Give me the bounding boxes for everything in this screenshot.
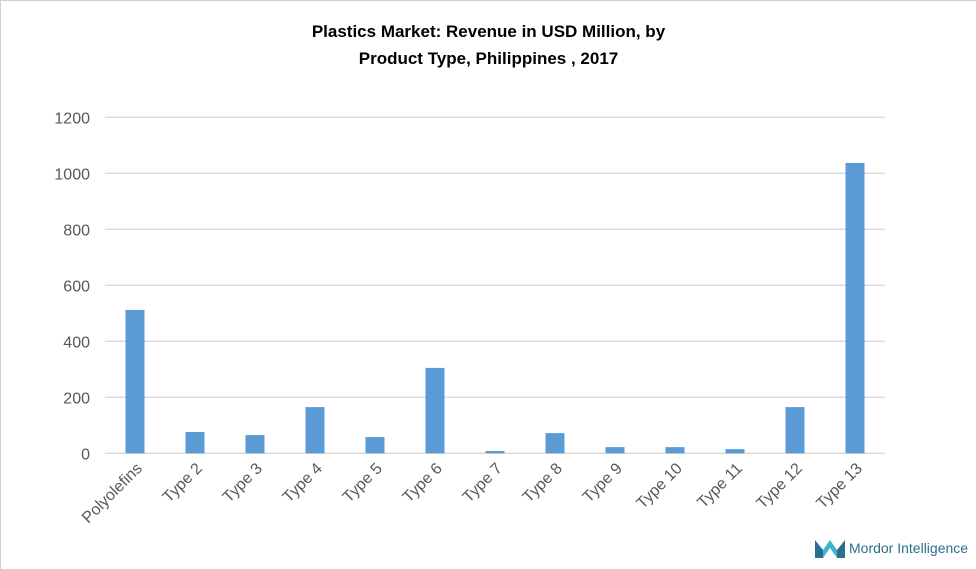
x-tick-label: Polyolefins [79, 460, 146, 527]
x-tick-label: Type 6 [400, 460, 446, 506]
bar [665, 447, 685, 454]
x-tick-label: Type 3 [220, 460, 266, 506]
bar [785, 407, 805, 454]
bar [485, 451, 505, 454]
bar [725, 449, 745, 454]
bar [545, 433, 565, 454]
x-tick-label: Type 2 [160, 460, 206, 506]
x-tick-label: Type 8 [520, 460, 566, 506]
bar [425, 367, 445, 454]
x-tick-label: Type 10 [634, 460, 686, 512]
y-tick-label: 1000 [54, 166, 90, 183]
y-tick-label: 1200 [54, 110, 90, 127]
bar [245, 435, 265, 454]
chart-title: Plastics Market: Revenue in USD Million,… [0, 18, 977, 72]
logo: Mordor Intelligence [815, 538, 968, 558]
bar [365, 437, 385, 454]
y-tick-label: 200 [63, 390, 90, 407]
bar [305, 407, 325, 454]
mordor-logo-icon [815, 540, 845, 558]
x-tick-label: Type 9 [580, 460, 626, 506]
x-tick-label: Type 4 [280, 460, 326, 506]
logo-text: Mordor Intelligence [849, 540, 969, 556]
x-tick-label: Type 7 [460, 460, 506, 506]
chart-title-line1: Plastics Market: Revenue in USD Million,… [311, 22, 666, 41]
bar [185, 432, 205, 454]
bar [605, 447, 625, 454]
y-tick-label: 600 [63, 278, 90, 295]
chart-title-line2: Product Type, Philippines , 2017 [358, 49, 619, 68]
y-tick-label: 0 [81, 446, 90, 463]
y-tick-label: 400 [63, 334, 90, 351]
x-tick-label: Type 12 [754, 460, 806, 512]
x-tick-label: Type 11 [694, 460, 746, 512]
x-tick-label: Type 13 [814, 460, 866, 512]
bar [125, 309, 145, 454]
x-tick-label: Type 5 [340, 460, 386, 506]
bar [845, 162, 865, 454]
y-tick-label: 800 [63, 222, 90, 239]
